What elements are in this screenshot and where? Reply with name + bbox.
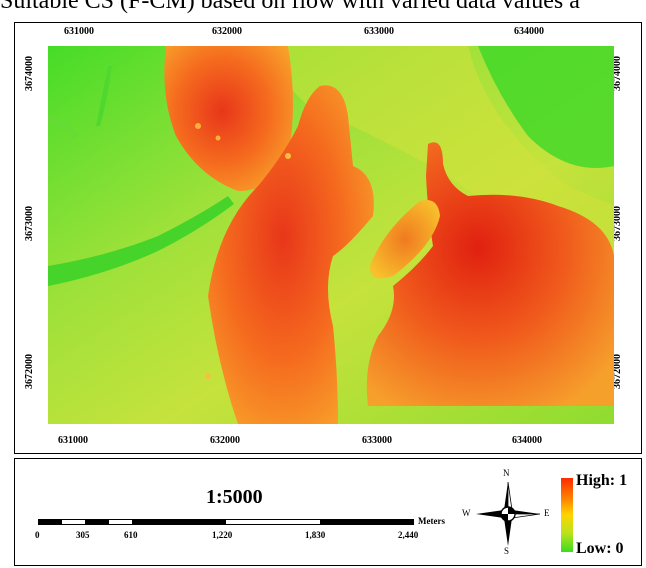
hotspot xyxy=(205,373,211,379)
scalebar-label: 0 xyxy=(35,530,40,540)
green-zone xyxy=(478,46,614,168)
scalebar-unit: Meters xyxy=(418,516,445,526)
legend-gradient xyxy=(561,478,573,552)
compass-s: S xyxy=(504,546,510,556)
scalebar-label: 1,220 xyxy=(212,530,233,540)
scalebar-label: 610 xyxy=(124,530,138,540)
scale-ratio: 1:5000 xyxy=(206,486,263,508)
scale-bar xyxy=(38,519,414,525)
river-channel xyxy=(48,116,78,138)
x-tick-top: 632000 xyxy=(212,26,242,37)
x-tick-bottom: 631000 xyxy=(58,435,88,446)
scalebar-label: 1,830 xyxy=(305,530,326,540)
x-tick-top: 633000 xyxy=(364,26,394,37)
compass-w: W xyxy=(462,508,471,518)
compass-e: E xyxy=(544,508,550,518)
hotspot xyxy=(215,135,221,141)
y-tick-left: 3672000 xyxy=(24,354,35,389)
hotspot xyxy=(195,123,201,129)
x-tick-bottom: 632000 xyxy=(210,435,240,446)
x-tick-top: 631000 xyxy=(64,26,94,37)
high-zone xyxy=(370,200,440,279)
y-tick-left: 3673000 xyxy=(24,206,35,241)
x-tick-top: 634000 xyxy=(514,26,544,37)
high-zone xyxy=(164,46,293,191)
river-channel xyxy=(96,66,112,126)
y-tick-left: 3674000 xyxy=(24,56,35,91)
map-frame xyxy=(14,22,642,454)
suitability-raster xyxy=(48,46,614,424)
legend-panel xyxy=(14,458,642,566)
x-tick-bottom: 634000 xyxy=(512,435,542,446)
river-channel xyxy=(48,196,234,286)
x-tick-bottom: 633000 xyxy=(362,435,392,446)
high-zone xyxy=(208,85,374,424)
legend-low-label: Low: 0 xyxy=(576,540,624,557)
compass-n: N xyxy=(503,468,510,478)
scalebar-label: 2,440 xyxy=(398,530,419,540)
scalebar-label: 305 xyxy=(76,530,90,540)
legend-high-label: High: 1 xyxy=(576,472,628,489)
header-caption: Suitable CS (F-CM) based on flow with va… xyxy=(0,0,580,14)
hotspot xyxy=(285,153,291,159)
compass-rose-icon xyxy=(476,481,541,546)
